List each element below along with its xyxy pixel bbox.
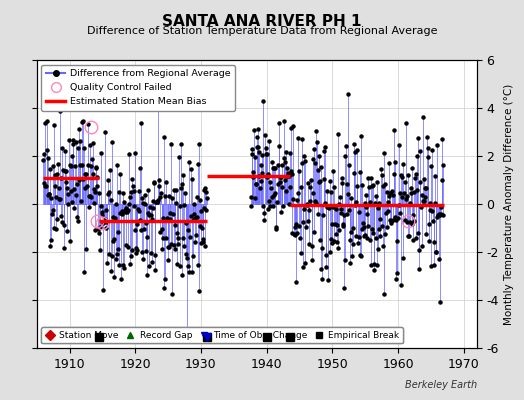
Text: Berkeley Earth: Berkeley Earth xyxy=(405,380,477,390)
Legend: Station Move, Record Gap, Time of Obs. Change, Empirical Break: Station Move, Record Gap, Time of Obs. C… xyxy=(41,327,402,344)
Text: SANTA ANA RIVER PH 1: SANTA ANA RIVER PH 1 xyxy=(162,14,362,29)
Text: Difference of Station Temperature Data from Regional Average: Difference of Station Temperature Data f… xyxy=(87,26,437,36)
Y-axis label: Monthly Temperature Anomaly Difference (°C): Monthly Temperature Anomaly Difference (… xyxy=(505,83,515,325)
